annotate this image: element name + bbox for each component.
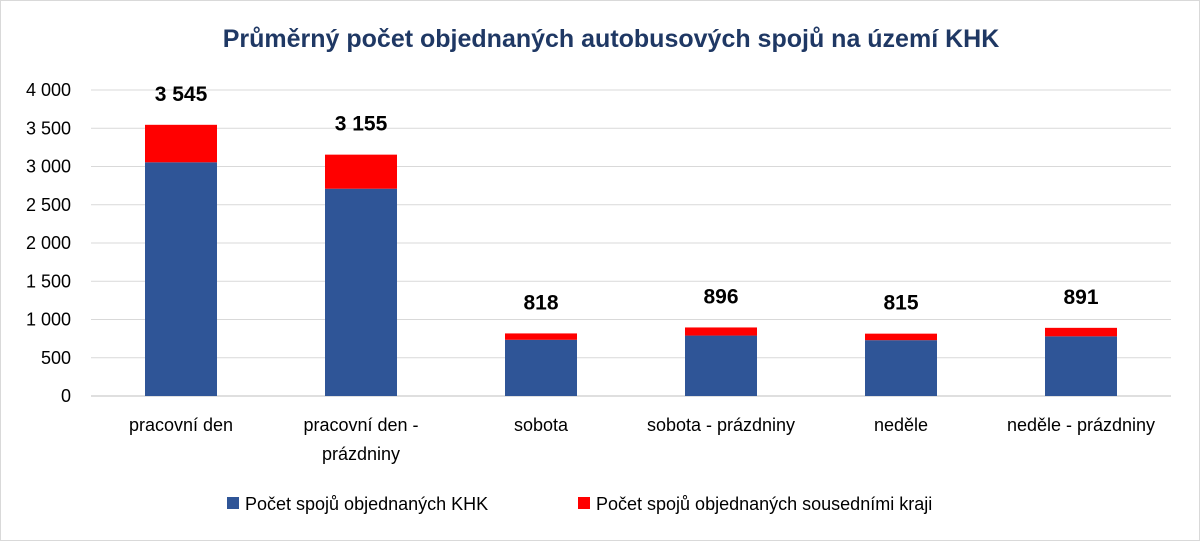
bar-neighbour-regions	[865, 333, 937, 341]
bar-neighbour-regions	[505, 333, 577, 340]
x-category-label: sobota - prázdniny	[647, 415, 795, 435]
bar-neighbour-regions	[685, 327, 757, 336]
bar-khk	[145, 162, 217, 396]
y-tick-label: 0	[61, 386, 71, 406]
bar-neighbour-regions	[325, 154, 397, 189]
legend-label: Počet spojů objednaných sousedními kraji	[596, 494, 932, 514]
y-tick-label: 2 000	[26, 233, 71, 253]
grid-lines	[91, 89, 1171, 397]
total-labels: 3 545 3 155 818 896 815 891	[155, 83, 1099, 315]
y-tick-label: 1 500	[26, 271, 71, 291]
x-category-label: neděle	[874, 415, 928, 435]
bar-khk	[325, 188, 397, 396]
y-tick-label: 3 000	[26, 157, 71, 177]
y-axis-ticks: 0 500 1 000 1 500 2 000 2 500 3 000 3 500 4 000	[26, 80, 71, 406]
bars	[145, 124, 1117, 396]
y-tick-label: 500	[41, 348, 71, 368]
bar-khk	[685, 335, 757, 396]
y-tick-label: 2 500	[26, 195, 71, 215]
bar-khk	[505, 339, 577, 396]
total-data-label: 896	[703, 285, 738, 308]
bar-khk	[1045, 336, 1117, 396]
total-data-label: 891	[1063, 286, 1098, 309]
x-category-label: sobota	[514, 415, 569, 435]
bar-neighbour-regions	[1045, 327, 1117, 337]
y-tick-label: 4 000	[26, 80, 71, 100]
total-data-label: 818	[523, 291, 558, 314]
bar-khk	[865, 340, 937, 396]
y-tick-label: 3 500	[26, 118, 71, 138]
y-tick-label: 1 000	[26, 310, 71, 330]
legend-label: Počet spojů objednaných KHK	[245, 494, 488, 514]
legend-swatch	[578, 497, 590, 509]
x-axis-categories: pracovní den pracovní den - prázdniny sobot…	[129, 415, 1155, 464]
x-category-label: pracovní den	[129, 415, 233, 435]
legend-swatch	[227, 497, 239, 509]
x-category-label: pracovní den -	[303, 415, 418, 435]
total-data-label: 3 545	[155, 83, 208, 106]
legend: Počet spojů objednaných KHK Počet spojů o…	[227, 494, 932, 514]
bar-neighbour-regions	[145, 124, 217, 163]
chart-title: Průměrný počet objednaných autobusových …	[223, 25, 1000, 53]
x-category-label: prázdniny	[322, 444, 400, 464]
total-data-label: 3 155	[335, 113, 388, 136]
x-category-label: neděle - prázdniny	[1007, 415, 1155, 435]
total-data-label: 815	[883, 292, 918, 315]
